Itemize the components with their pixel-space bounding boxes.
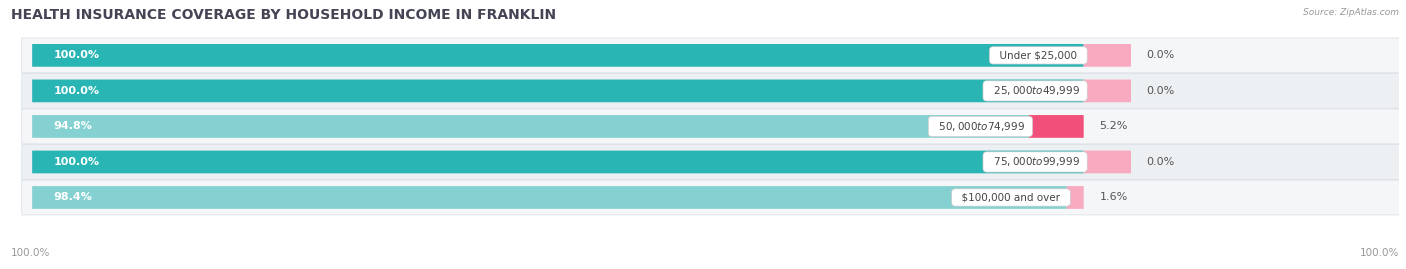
FancyBboxPatch shape — [32, 115, 1029, 138]
Text: $75,000 to $99,999: $75,000 to $99,999 — [987, 155, 1084, 168]
FancyBboxPatch shape — [1029, 115, 1084, 138]
FancyBboxPatch shape — [1084, 151, 1130, 173]
Text: 0.0%: 0.0% — [1147, 157, 1175, 167]
Text: 5.2%: 5.2% — [1099, 121, 1128, 132]
Text: $25,000 to $49,999: $25,000 to $49,999 — [987, 84, 1084, 97]
Text: 100.0%: 100.0% — [11, 248, 51, 258]
FancyBboxPatch shape — [21, 109, 1406, 144]
Text: 100.0%: 100.0% — [53, 50, 100, 60]
FancyBboxPatch shape — [32, 151, 1084, 173]
FancyBboxPatch shape — [1067, 186, 1084, 209]
FancyBboxPatch shape — [1084, 80, 1130, 102]
Text: 98.4%: 98.4% — [53, 193, 93, 203]
FancyBboxPatch shape — [32, 186, 1067, 209]
Text: 1.6%: 1.6% — [1099, 193, 1128, 203]
FancyBboxPatch shape — [32, 80, 1084, 102]
Text: 94.8%: 94.8% — [53, 121, 93, 132]
Text: $50,000 to $74,999: $50,000 to $74,999 — [932, 120, 1029, 133]
Text: 100.0%: 100.0% — [53, 86, 100, 96]
Text: 100.0%: 100.0% — [1360, 248, 1399, 258]
Text: Under $25,000: Under $25,000 — [993, 50, 1084, 60]
Text: 0.0%: 0.0% — [1147, 86, 1175, 96]
FancyBboxPatch shape — [21, 73, 1406, 108]
Text: 100.0%: 100.0% — [53, 157, 100, 167]
Text: $100,000 and over: $100,000 and over — [955, 193, 1067, 203]
FancyBboxPatch shape — [1084, 44, 1130, 67]
FancyBboxPatch shape — [21, 144, 1406, 179]
FancyBboxPatch shape — [21, 38, 1406, 73]
FancyBboxPatch shape — [21, 180, 1406, 215]
Text: HEALTH INSURANCE COVERAGE BY HOUSEHOLD INCOME IN FRANKLIN: HEALTH INSURANCE COVERAGE BY HOUSEHOLD I… — [11, 8, 557, 22]
Text: 0.0%: 0.0% — [1147, 50, 1175, 60]
FancyBboxPatch shape — [32, 44, 1084, 67]
Legend: With Coverage, Without Coverage: With Coverage, Without Coverage — [425, 267, 652, 269]
Text: Source: ZipAtlas.com: Source: ZipAtlas.com — [1303, 8, 1399, 17]
